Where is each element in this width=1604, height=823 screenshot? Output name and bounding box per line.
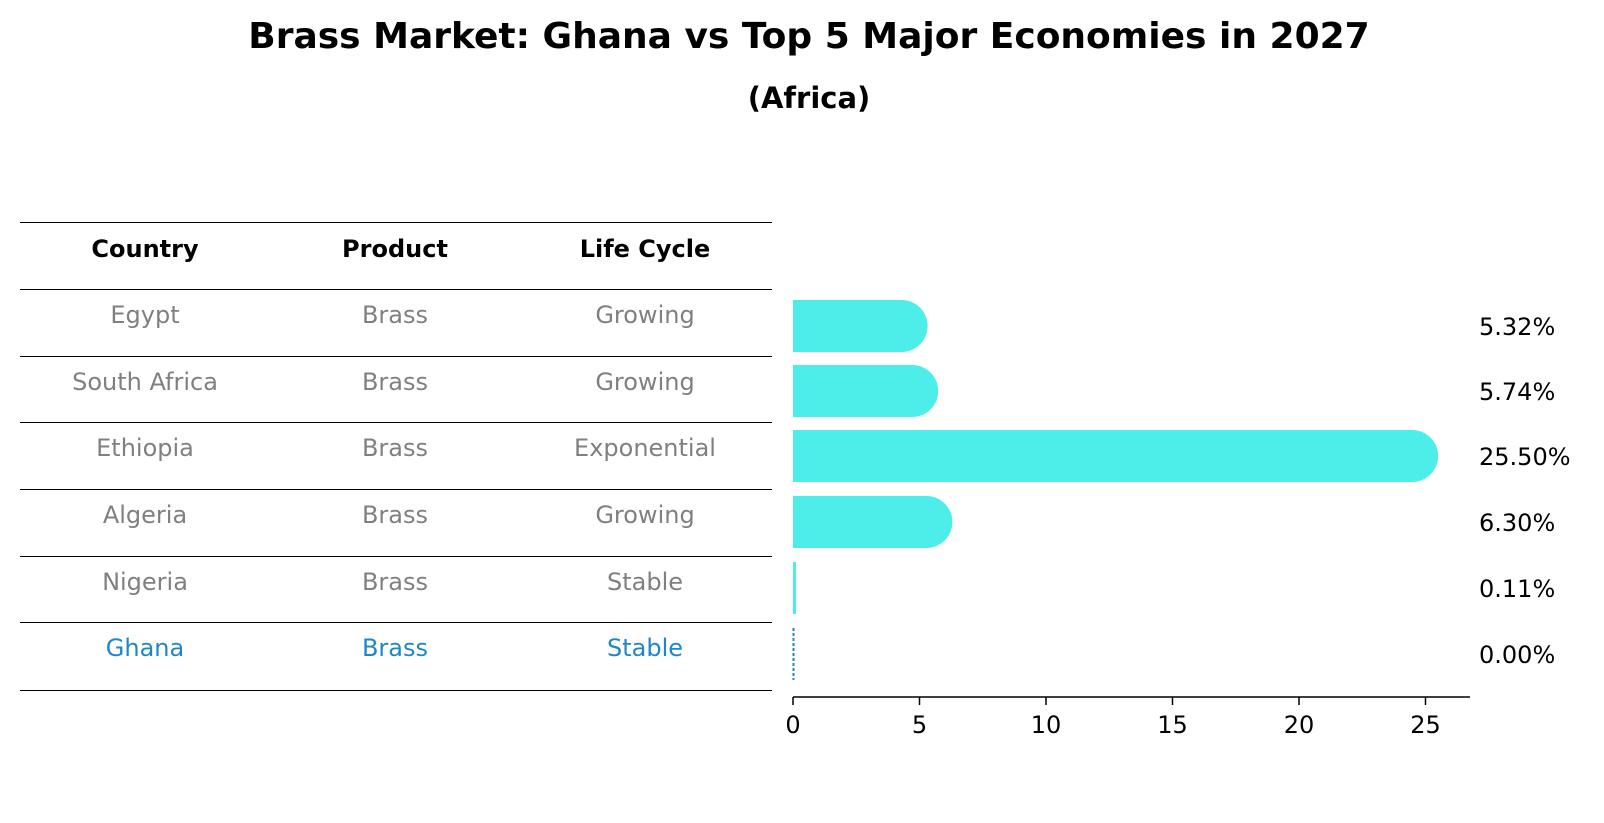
value-label-ethiopia: 25.50%	[1479, 443, 1571, 471]
row-algeria-product: Brass	[361, 501, 429, 529]
value-label-algeria: 6.30%	[1479, 509, 1555, 537]
table-row-rule	[20, 622, 772, 623]
row-nigeria-product: Brass	[361, 568, 429, 596]
x-tick-label: 10	[1031, 711, 1062, 739]
row-ethiopia-product: Brass	[361, 434, 429, 462]
row-ghana-product: Brass	[361, 634, 429, 662]
row-algeria-life-cycle: Growing	[595, 501, 695, 529]
table-row-rule	[20, 356, 772, 357]
table-row-rule	[20, 489, 772, 490]
table-bottom-rule	[20, 690, 772, 691]
bar-algeria	[793, 496, 953, 548]
table-header-rule	[20, 289, 772, 290]
x-tick-label: 20	[1284, 711, 1315, 739]
chart-subtitle: (Africa)	[747, 81, 871, 115]
header-life-cycle: Life Cycle	[579, 235, 711, 263]
bar-south-africa	[793, 365, 939, 417]
table-row-rule	[20, 556, 772, 557]
bar-ethiopia	[793, 430, 1439, 482]
bar-nigeria	[793, 562, 796, 614]
row-ghana-country: Ghana	[105, 634, 185, 662]
x-tick-label: 0	[785, 711, 800, 739]
row-egypt-country: Egypt	[110, 301, 180, 329]
row-ethiopia-life-cycle: Exponential	[574, 434, 716, 462]
header-product: Product	[342, 235, 448, 263]
x-tick-label: 25	[1410, 711, 1441, 739]
row-ethiopia-country: Ethiopia	[96, 434, 194, 462]
value-label-ghana: 0.00%	[1479, 641, 1555, 669]
row-nigeria-country: Nigeria	[102, 568, 188, 596]
x-tick-label: 5	[912, 711, 927, 739]
value-label-nigeria: 0.11%	[1479, 575, 1555, 603]
row-egypt-product: Brass	[361, 301, 429, 329]
row-nigeria-life-cycle: Stable	[606, 568, 684, 596]
table-top-rule	[20, 222, 772, 223]
table-row-rule	[20, 422, 772, 423]
x-tick-label: 15	[1157, 711, 1188, 739]
row-egypt-life-cycle: Growing	[595, 301, 695, 329]
row-ghana-life-cycle: Stable	[606, 634, 684, 662]
header-country: Country	[91, 235, 199, 263]
row-south-africa-product: Brass	[361, 368, 429, 396]
bar-egypt	[793, 300, 928, 352]
value-label-south-africa: 5.74%	[1479, 378, 1555, 406]
row-south-africa-life-cycle: Growing	[595, 368, 695, 396]
value-label-egypt: 5.32%	[1479, 313, 1555, 341]
row-algeria-country: Algeria	[102, 501, 188, 529]
row-south-africa-country: South Africa	[72, 368, 218, 396]
chart-title: Brass Market: Ghana vs Top 5 Major Econo…	[248, 16, 1370, 57]
